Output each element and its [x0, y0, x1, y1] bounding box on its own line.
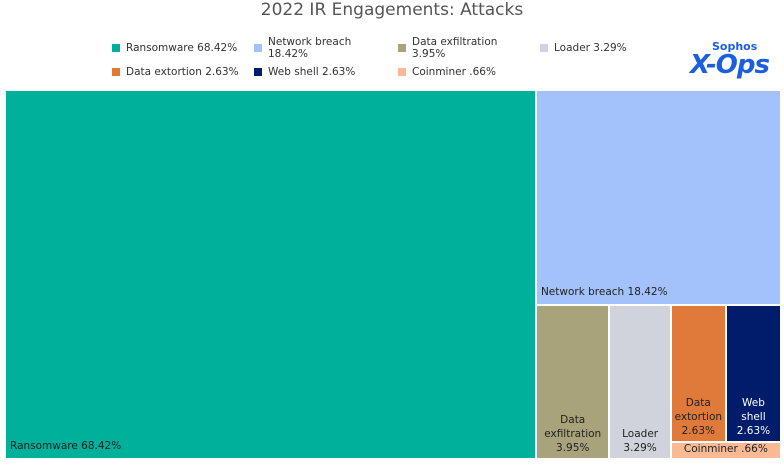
legend-label: Data extortion 2.63%	[126, 66, 239, 78]
legend-label: Web shell 2.63%	[268, 66, 356, 78]
tile: Ransomware 68.42%	[5, 90, 536, 459]
legend-entry: Data extortion 2.63%	[112, 60, 240, 84]
tile-label: Loader 3.29%	[622, 427, 659, 454]
legend-swatch	[254, 44, 262, 52]
legend-swatch	[398, 44, 406, 52]
tile: Web shell 2.63%	[725, 305, 781, 442]
legend: Ransomware 68.42% Network breach 18.42% Da…	[112, 36, 672, 84]
tile-label: Ransomware 68.42%	[10, 440, 122, 452]
legend-swatch	[254, 68, 262, 76]
tile-label: Data exfiltration 3.95%	[544, 413, 602, 454]
tile: Data exfiltration 3.95%	[535, 305, 610, 459]
legend-swatch	[398, 68, 406, 76]
tile: Loader 3.29%	[609, 305, 671, 459]
tile: Network breach 18.42%	[535, 90, 781, 306]
legend-entry: Ransomware 68.42%	[112, 36, 240, 60]
legend-swatch	[112, 68, 120, 76]
tile-label: Web shell 2.63%	[736, 396, 771, 437]
legend-entry: Web shell 2.63%	[254, 60, 384, 84]
legend-entry: Loader 3.29%	[540, 36, 627, 60]
legend-swatch	[540, 44, 548, 52]
legend-entry: Coinminer .66%	[398, 60, 526, 84]
tile-label: Coinminer .66%	[683, 443, 768, 456]
legend-label: Coinminer .66%	[412, 66, 496, 78]
chart-title: 2022 IR Engagements: Attacks	[260, 0, 524, 20]
logo-name: X-Ops	[690, 50, 770, 80]
legend-label: Loader 3.29%	[554, 42, 627, 54]
legend-label: Ransomware 68.42%	[126, 42, 238, 54]
tile-label: Network breach 18.42%	[540, 286, 668, 299]
legend-swatch	[112, 44, 120, 52]
tile: Data extortion 2.63%	[670, 305, 726, 442]
tile-label: Data extortion 2.63%	[674, 396, 723, 437]
tile: Coinminer .66%	[670, 441, 781, 459]
legend-entry: Data exfiltration 3.95%	[398, 36, 526, 60]
logo: Sophos X-Ops	[690, 40, 780, 80]
legend-label: Data exfiltration 3.95%	[412, 36, 498, 60]
logo-brand: Sophos	[712, 40, 758, 53]
legend-entry: Network breach 18.42%	[254, 36, 384, 60]
legend-label: Network breach 18.42%	[268, 36, 352, 60]
